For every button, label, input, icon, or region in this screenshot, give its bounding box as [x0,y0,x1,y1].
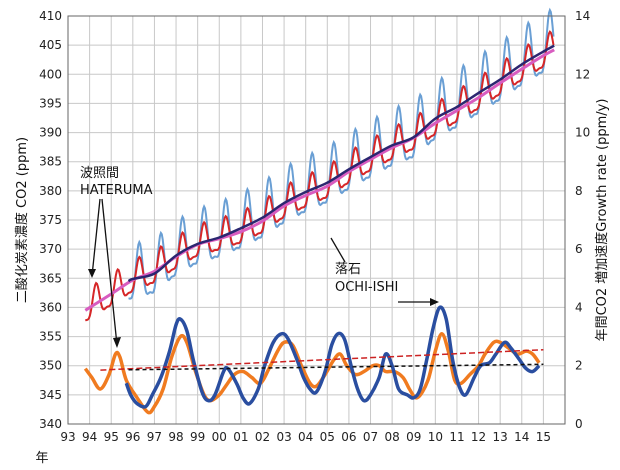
x-tick-label: 08 [384,430,399,444]
left-tick-label: 340 [39,417,62,431]
x-tick-label: 99 [190,430,205,444]
hateruma-growth-trend [100,348,544,371]
x-tick-label: 06 [341,430,356,444]
left-tick-label: 360 [39,300,62,314]
hateruma-monthly-line [84,30,555,322]
x-tick-label: 02 [255,430,270,444]
left-tick-label: 385 [39,155,62,169]
left-tick-label: 365 [39,271,62,285]
arrowhead-icon [430,298,439,306]
hateruma-annotation-text: 波照間 [80,166,119,181]
hateruma-growth-line [83,331,541,415]
x-tick-label: 01 [233,430,248,444]
right-tick-label: 12 [575,67,590,81]
left-axis-title: 二酸化炭素濃度 CO2 (ppm) [14,137,30,303]
right-tick-label: 2 [575,359,583,373]
x-tick-label: 96 [125,430,140,444]
left-tick-label: 390 [39,126,62,140]
right-tick-label: 10 [575,126,590,140]
annotations: 波照間 HATERUMA 落石 OCHI-ISHI [80,166,439,348]
arrowhead-icon [88,269,96,278]
x-tick-label: 98 [168,430,183,444]
x-tick-label: 13 [493,430,508,444]
left-tick-label: 410 [39,9,62,23]
x-tick-label: 97 [147,430,162,444]
left-tick-label: 375 [39,213,62,227]
left-tick-label: 345 [39,388,62,402]
left-tick-label: 370 [39,242,62,256]
x-tick-label: 10 [428,430,443,444]
ochiishi-trend-line [127,44,555,283]
right-tick-label: 8 [575,184,583,198]
ochiishi-growth-trend [128,363,544,371]
ochiishi-pointer-line [330,237,346,263]
hateruma-annotation-text: HATERUMA [80,183,153,198]
left-tick-label: 405 [39,38,62,52]
hateruma-pointer-arrow [101,198,118,346]
x-tick-label: 95 [104,430,119,444]
x-tick-label: 07 [363,430,378,444]
right-tick-label: 4 [575,300,583,314]
x-tick-label: 04 [298,430,313,444]
tick-labels: 3403453503553603653703753803853903954004… [14,9,610,466]
series-layer [83,7,555,415]
left-tick-label: 355 [39,330,62,344]
x-tick-label: 14 [514,430,529,444]
x-tick-label: 09 [406,430,421,444]
right-tick-label: 14 [575,9,590,23]
x-tick-label: 05 [320,430,335,444]
x-tick-label: 93 [60,430,75,444]
left-tick-label: 395 [39,96,62,110]
left-tick-label: 350 [39,359,62,373]
ochiishi-annotation-text: 落石 [335,262,361,277]
hateruma-pointer-arrow [91,198,101,277]
plot-frame [67,15,566,425]
x-axis-title: 年 [35,451,48,466]
right-axis-title: 年間CO2 増加速度Growth rate (ppm/y) [594,99,610,342]
right-tick-label: 0 [575,417,583,431]
x-tick-label: 15 [536,430,551,444]
right-tick-label: 6 [575,242,583,256]
x-tick-label: 03 [276,430,291,444]
plot-border [67,15,566,425]
x-tick-label: 12 [471,430,486,444]
left-tick-label: 400 [39,67,62,81]
x-tick-label: 94 [82,430,97,444]
ochiishi-annotation-text: OCHI-ISHI [335,280,398,295]
ochiishi-growth-line [124,305,541,409]
x-tick-label: 11 [449,430,464,444]
left-tick-label: 380 [39,184,62,198]
arrowhead-icon [113,337,121,348]
x-tick-label: 00 [212,430,227,444]
